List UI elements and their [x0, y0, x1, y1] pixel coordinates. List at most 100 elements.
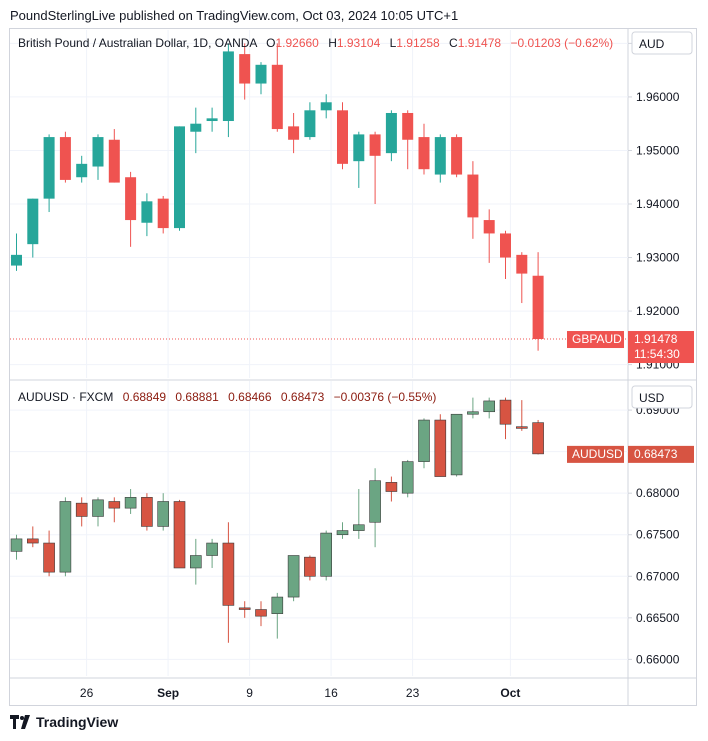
gbpaud-candle[interactable]: [451, 134, 463, 178]
audusd-legend[interactable]: AUDUSD · FXCM 0.68849 0.68881 0.68466 0.…: [18, 390, 436, 404]
audusd-candle[interactable]: [271, 592, 284, 639]
gbpaud-candle[interactable]: [385, 110, 397, 162]
audusd-candles[interactable]: [10, 397, 544, 643]
audusd-candle[interactable]: [499, 397, 512, 440]
candle-body: [92, 137, 104, 167]
price-tick-label: 0.67000: [636, 569, 680, 583]
gbpaud-candle[interactable]: [255, 62, 267, 95]
grid: [10, 30, 628, 676]
gbpaud-candle[interactable]: [92, 134, 104, 180]
gbpaud-candle[interactable]: [500, 230, 511, 279]
price-tick-label: 0.67500: [636, 528, 680, 542]
audusd-candle[interactable]: [385, 476, 398, 502]
audusd-candle[interactable]: [190, 538, 202, 585]
audusd-candle[interactable]: [75, 497, 88, 527]
gbpaud-candle[interactable]: [190, 107, 202, 154]
gbpaud-candle[interactable]: [337, 102, 348, 170]
audusd-candle[interactable]: [43, 530, 55, 577]
audusd-candle[interactable]: [401, 459, 414, 498]
audusd-candle[interactable]: [320, 530, 333, 581]
audusd-candle[interactable]: [92, 497, 104, 527]
gbpaud-candle[interactable]: [206, 107, 218, 132]
audusd-candle[interactable]: [336, 522, 349, 539]
audusd-candle[interactable]: [26, 526, 39, 548]
audusd-candle[interactable]: [434, 414, 447, 477]
gbpaud-candle[interactable]: [27, 198, 39, 258]
audusd-candle[interactable]: [467, 397, 479, 419]
gbpaud-candle[interactable]: [141, 193, 153, 237]
candle-body: [206, 542, 218, 556]
usd-currency-button[interactable]: USD: [631, 385, 693, 409]
gbpaud-candle[interactable]: [222, 43, 234, 138]
candle-body: [418, 419, 430, 462]
time-axis[interactable]: 26 Sep 9 16 23 Oct: [80, 686, 520, 700]
audusd-candle[interactable]: [222, 522, 235, 643]
audusd-candle[interactable]: [255, 601, 267, 627]
gbpaud-candle[interactable]: [108, 129, 120, 183]
audusd-candle[interactable]: [532, 419, 544, 455]
gbpaud-candles[interactable]: [11, 43, 544, 351]
audusd-candle[interactable]: [59, 497, 72, 577]
tradingview-logo[interactable]: TradingView: [10, 714, 118, 730]
gbpaud-candle[interactable]: [239, 43, 251, 100]
audusd-price-axis[interactable]: 0.690000.685000.680000.675000.670000.665…: [628, 403, 680, 666]
audusd-candle[interactable]: [352, 489, 365, 539]
low-label: L: [390, 36, 397, 50]
aud-currency-button[interactable]: AUD: [631, 31, 693, 55]
gbpaud-candle[interactable]: [288, 112, 300, 154]
candle-body: [320, 532, 333, 577]
candle-body: [190, 123, 202, 132]
gbpaud-candle[interactable]: [418, 123, 430, 175]
gbpaud-candle[interactable]: [76, 155, 88, 183]
candle-body: [337, 110, 348, 164]
audusd-candle[interactable]: [450, 413, 463, 477]
gbpaud-candle[interactable]: [59, 131, 71, 183]
candle-body: [385, 482, 398, 492]
audusd-candle[interactable]: [515, 400, 528, 431]
audusd-last-price-marker: AUDUSD 0.68473: [567, 445, 694, 463]
audusd-high-value: 0.68881: [175, 390, 219, 404]
gbpaud-candle[interactable]: [11, 233, 22, 271]
time-tick-label: 16: [324, 686, 338, 700]
gbpaud-candle[interactable]: [157, 195, 169, 234]
gbpaud-candle[interactable]: [353, 131, 365, 188]
candle-body: [304, 556, 316, 577]
gbpaud-candle[interactable]: [483, 209, 495, 263]
audusd-candle[interactable]: [369, 468, 381, 548]
audusd-candle[interactable]: [124, 489, 137, 514]
audusd-candle[interactable]: [206, 538, 218, 568]
gbpaud-candle[interactable]: [43, 134, 55, 213]
price-tick-label: 1.95000: [636, 143, 680, 157]
audusd-candle[interactable]: [108, 497, 121, 523]
candle-body: [385, 112, 397, 154]
audusd-candle[interactable]: [173, 499, 186, 569]
gbpaud-legend[interactable]: British Pound / Australian Dollar, 1D, O…: [18, 36, 613, 50]
audusd-candle[interactable]: [10, 534, 23, 560]
gbpaud-price-axis[interactable]: 1.970001.960001.950001.940001.930001.920…: [628, 36, 680, 372]
audusd-candle[interactable]: [141, 493, 153, 531]
gbpaud-candle[interactable]: [516, 252, 528, 304]
gbpaud-candle[interactable]: [369, 131, 381, 204]
time-tick-label: 23: [406, 686, 420, 700]
price-tick-label: 0.66500: [636, 611, 680, 625]
audusd-candle[interactable]: [157, 493, 169, 531]
gbpaud-candle[interactable]: [434, 134, 446, 183]
gbpaud-candle[interactable]: [532, 252, 544, 351]
gbpaud-candle[interactable]: [304, 102, 316, 140]
audusd-change-value: −0.00376 (−0.55%): [334, 390, 437, 404]
gbpaud-candle[interactable]: [174, 126, 185, 231]
audusd-candle[interactable]: [287, 555, 300, 602]
audusd-candle[interactable]: [238, 601, 251, 618]
candle-body: [401, 461, 414, 494]
gbpaud-candle[interactable]: [402, 110, 414, 170]
audusd-candle[interactable]: [483, 397, 496, 419]
gbpaud-candle[interactable]: [467, 161, 479, 239]
audusd-candle[interactable]: [304, 555, 316, 581]
gbpaud-candle[interactable]: [271, 43, 283, 132]
gbpaud-candle[interactable]: [320, 94, 332, 119]
audusd-candle[interactable]: [418, 418, 430, 469]
candle-body: [222, 51, 234, 122]
price-tick-label: 1.92000: [636, 304, 680, 318]
gbpaud-candle[interactable]: [125, 171, 137, 247]
